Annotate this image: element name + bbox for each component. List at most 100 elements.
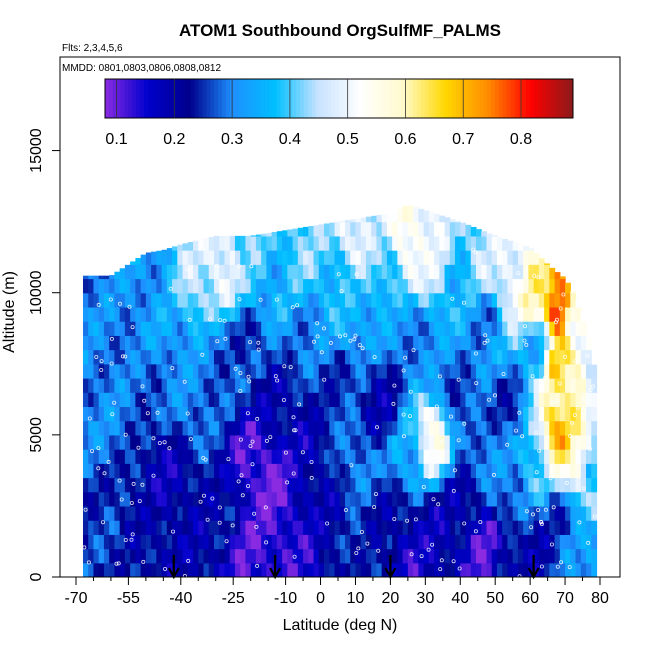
heatmap-cell — [344, 278, 351, 294]
heatmap-cell — [355, 250, 362, 265]
heatmap-cell — [491, 378, 498, 393]
heatmap-cell — [308, 477, 315, 493]
heatmap-cell — [166, 406, 173, 422]
heatmap-cell — [486, 235, 493, 251]
heatmap-cell — [502, 335, 509, 351]
heatmap-cell — [455, 562, 461, 577]
heatmap-cell — [381, 548, 388, 564]
heatmap-cell — [365, 378, 372, 393]
heatmap-cell — [198, 378, 205, 393]
colorbar-swatch — [190, 79, 196, 118]
heatmap-cell — [198, 250, 205, 265]
sample-point — [151, 436, 156, 441]
sample-point — [309, 475, 314, 480]
heatmap-cell — [538, 392, 545, 408]
heatmap-cell — [261, 491, 267, 507]
heatmap-cell — [109, 363, 116, 379]
heatmap-cell — [365, 363, 372, 379]
heatmap-cell — [350, 534, 357, 550]
heatmap-cell — [287, 534, 294, 550]
heatmap-cell — [397, 349, 404, 365]
heatmap-cell — [544, 363, 550, 379]
heatmap-cell — [554, 505, 561, 521]
heatmap-cell — [449, 406, 456, 422]
heatmap-cell — [523, 420, 529, 436]
heatmap-cell — [329, 250, 336, 265]
heatmap-cell — [423, 491, 430, 507]
heatmap-cell — [161, 434, 168, 450]
heatmap-cell — [381, 363, 388, 379]
heatmap-cell — [255, 234, 262, 237]
heatmap-cell — [444, 520, 451, 535]
heatmap-cell — [418, 548, 425, 564]
heatmap-cell — [297, 434, 304, 450]
heatmap-cell — [109, 306, 116, 322]
heatmap-cell — [103, 349, 110, 365]
heatmap-cell — [203, 505, 210, 521]
heatmap-cell — [470, 420, 477, 436]
sample-point — [182, 574, 187, 577]
heatmap-cell — [324, 278, 330, 294]
heatmap-cell — [240, 292, 247, 308]
heatmap-cell — [187, 477, 194, 493]
heatmap-cell — [565, 321, 571, 336]
heatmap-cell — [187, 505, 194, 521]
heatmap-cell — [219, 235, 226, 251]
heatmap-cell — [355, 420, 362, 436]
heatmap-cell — [119, 534, 126, 550]
heatmap-cell — [449, 306, 456, 322]
heatmap-cell — [82, 378, 89, 393]
heatmap-cell — [371, 420, 378, 436]
heatmap-cell — [182, 392, 189, 408]
colorbar-swatch — [272, 79, 278, 118]
heatmap-cell — [193, 463, 199, 479]
heatmap-cell — [371, 520, 378, 535]
heatmap-cell — [533, 392, 540, 408]
heatmap-cell — [434, 335, 440, 351]
heatmap-cell — [486, 534, 493, 550]
heatmap-cell — [559, 449, 566, 464]
heatmap-cell — [324, 420, 330, 436]
colorbar-swatch — [456, 79, 461, 118]
heatmap-cell — [313, 434, 320, 450]
heatmap-cell — [533, 520, 540, 535]
heatmap-cell — [360, 278, 367, 294]
heatmap-cell — [114, 491, 121, 507]
heatmap-cell — [208, 406, 215, 422]
heatmap-cell — [172, 562, 178, 577]
heatmap-cell — [109, 548, 116, 564]
heatmap-cell — [303, 392, 309, 408]
heatmap-cell — [528, 321, 535, 336]
sample-point — [96, 302, 101, 307]
sample-point — [248, 340, 253, 345]
colorbar-swatch — [300, 79, 305, 118]
heatmap-cell — [449, 477, 456, 493]
heatmap-cell — [329, 222, 336, 237]
heatmap-cell — [329, 363, 336, 379]
heatmap-cell — [271, 292, 278, 308]
sample-point — [250, 439, 255, 444]
sample-point — [230, 523, 235, 528]
heatmap-cell — [329, 434, 336, 450]
heatmap-cell — [386, 278, 393, 294]
heatmap-cell — [502, 534, 509, 550]
heatmap-cell — [119, 335, 126, 351]
heatmap-cell — [402, 306, 409, 322]
heatmap-cell — [287, 250, 294, 265]
sample-point — [114, 561, 119, 566]
heatmap-cell — [297, 378, 304, 393]
heatmap-cell — [213, 278, 220, 294]
heatmap-cell — [402, 434, 409, 450]
heatmap-cell — [407, 505, 414, 521]
heatmap-cell — [292, 449, 299, 464]
heatmap-cell — [276, 406, 283, 422]
colorbar-swatch — [315, 79, 320, 118]
heatmap-cell — [580, 335, 587, 351]
heatmap-cell — [208, 534, 215, 550]
heatmap-cell — [554, 378, 561, 393]
heatmap-cell — [512, 548, 519, 564]
heatmap-cell — [554, 449, 561, 464]
heatmap-cell — [554, 534, 561, 550]
heatmap-cell — [276, 264, 283, 280]
heatmap-cell — [130, 392, 136, 408]
